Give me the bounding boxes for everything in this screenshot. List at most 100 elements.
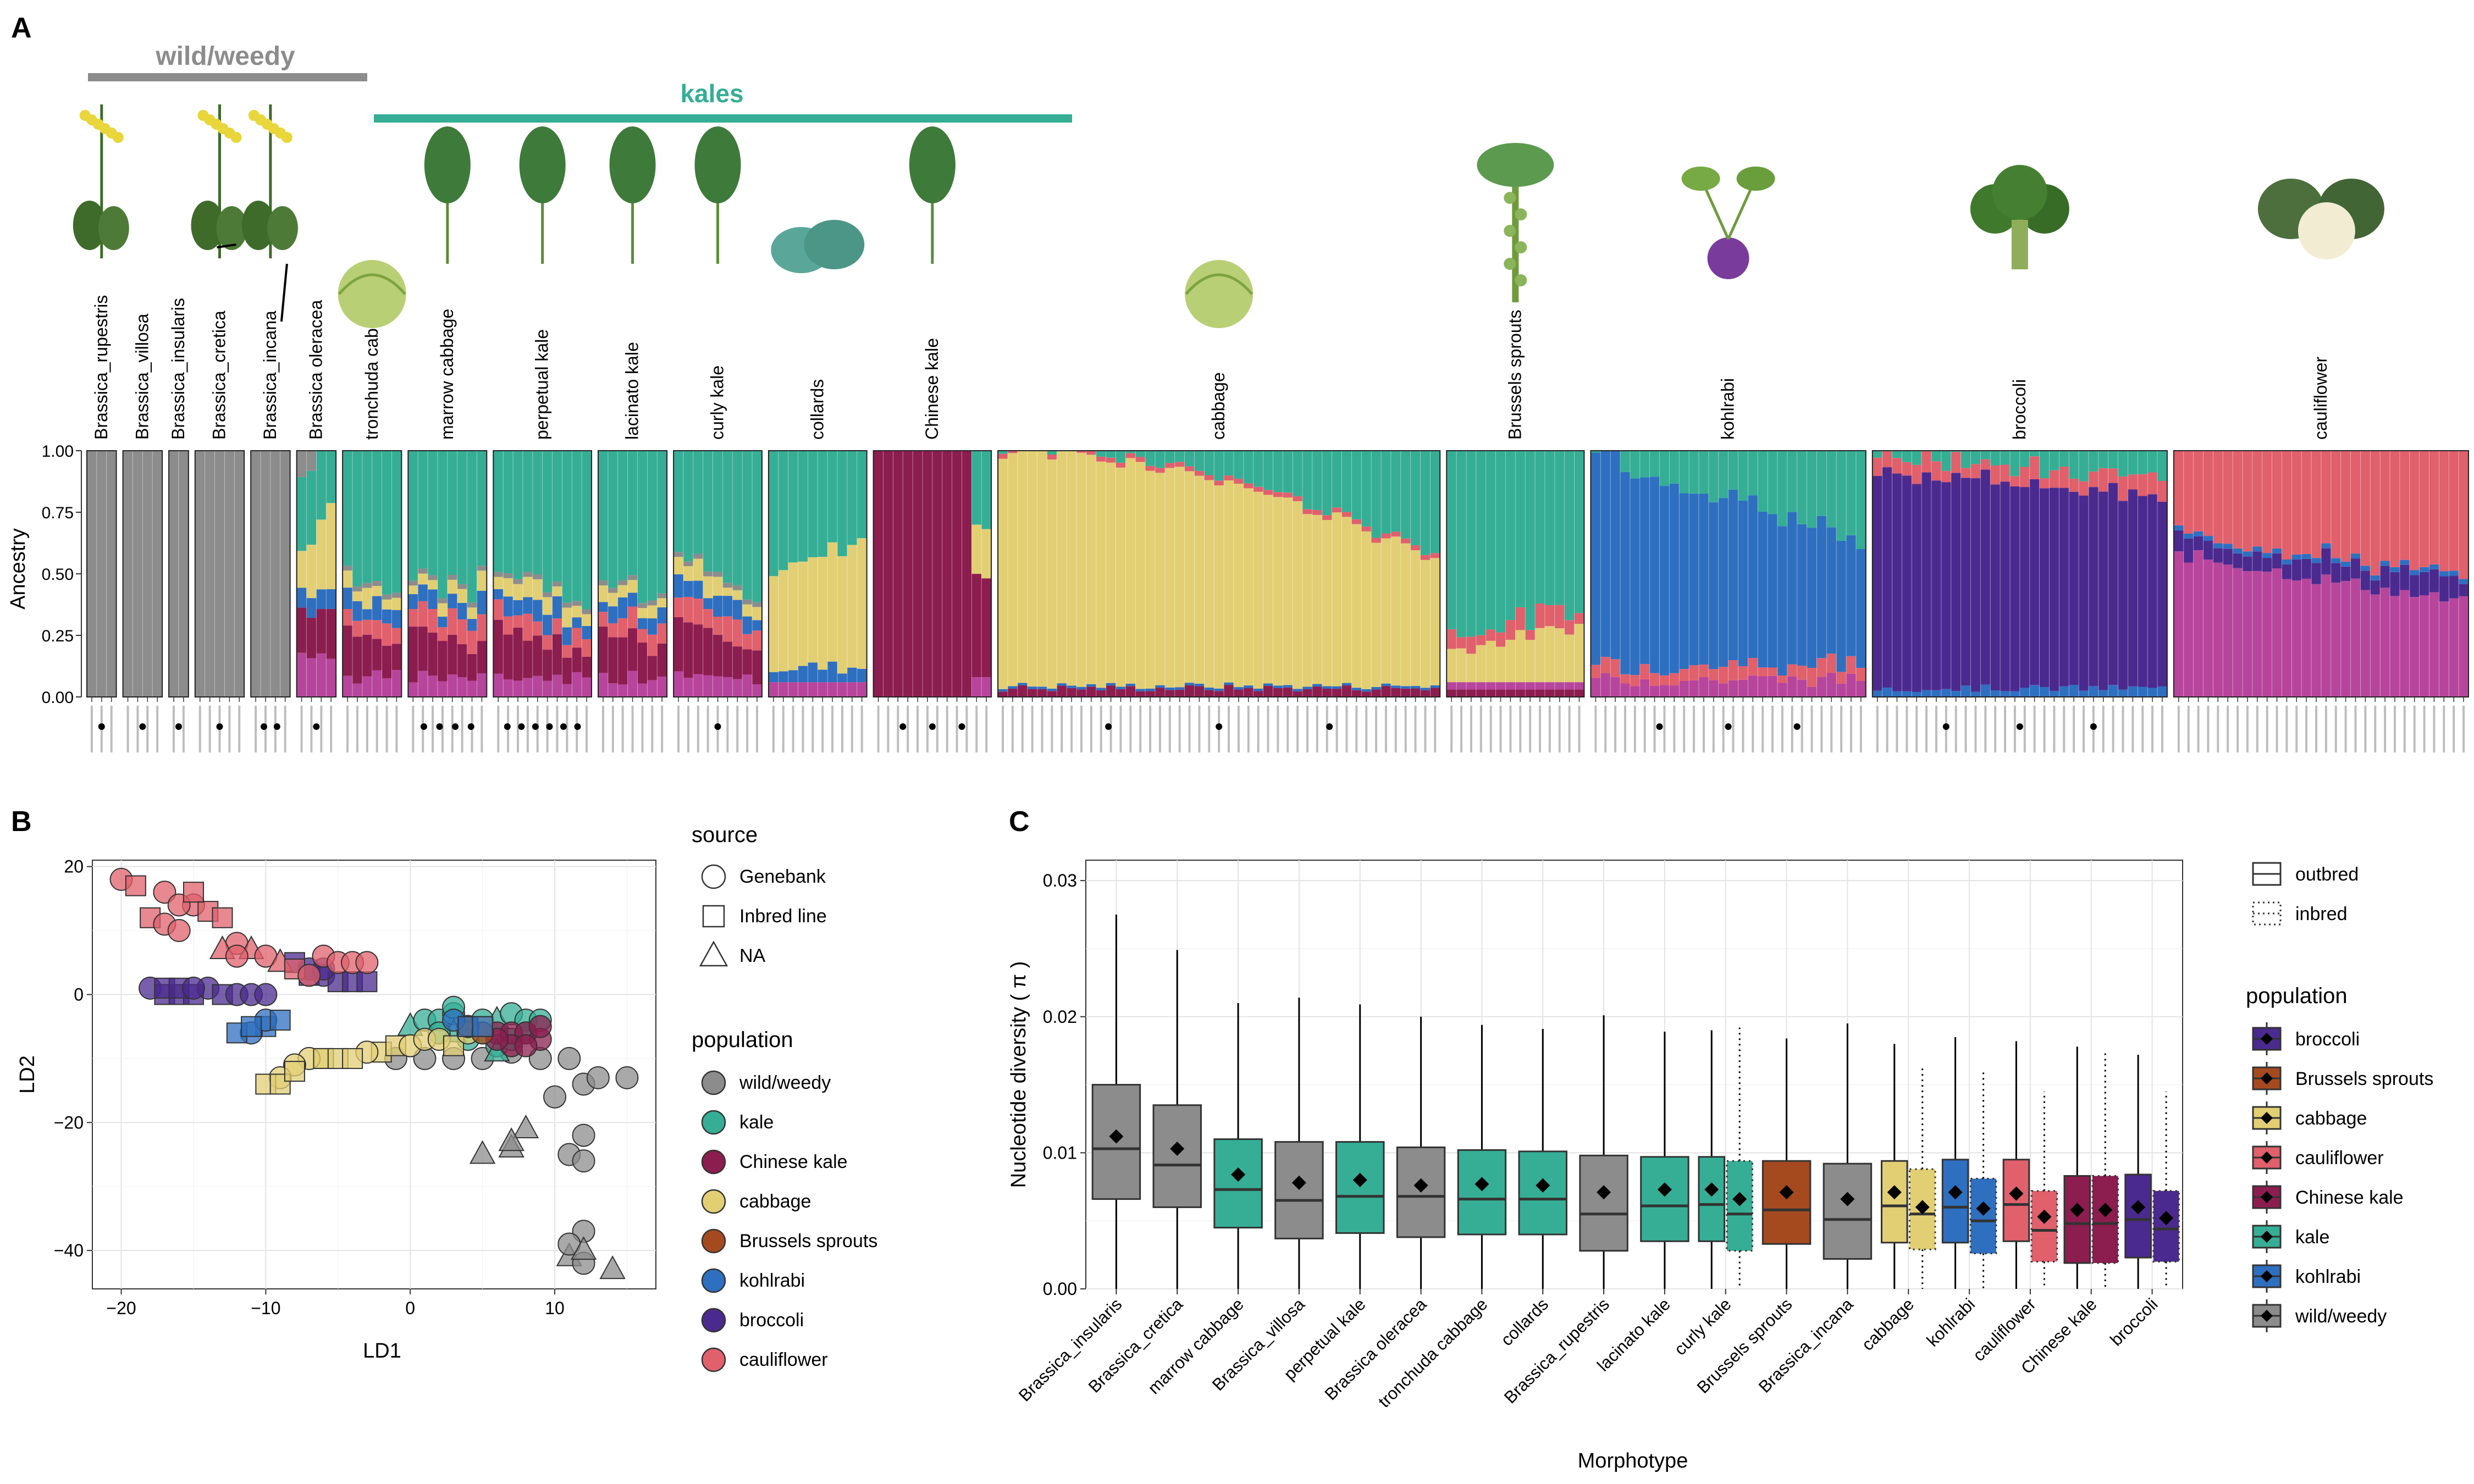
ancestry-bar-segment [2079,690,2089,697]
legend-swatch [2252,1101,2282,1134]
ancestry-bar-segment [562,627,572,645]
ancestry-bar-segment [722,583,733,588]
ancestry-bar-segment [1332,512,1343,686]
sample-id-label [2443,706,2445,752]
sample-id-label [1509,706,1512,752]
ancestry-bar-segment [1872,457,1883,476]
ancestry-group: cabbage [997,260,1441,752]
ancestry-bar-segment [673,552,684,557]
box-iqr [1880,1160,1908,1244]
ancestry-y-tick: 0.25 [42,627,74,645]
ancestry-bar-segment [1941,470,1952,483]
sample-id-label [238,706,241,752]
ancestry-bar-segment [2409,570,2420,575]
ancestry-bar-segment [627,451,638,575]
ancestry-bar-segment [352,683,363,697]
ancestry-bar-segment [2128,686,2138,697]
ancestry-bar-segment [2380,561,2390,566]
ancestry-bar-segment [2233,548,2243,553]
morphotype-label: Brassica oleracea [306,300,325,440]
morphotype-label: kohlrabi [1718,378,1738,440]
sample-id-label [2122,706,2124,752]
sample-id-label [621,706,624,752]
ancestry-bar-segment [1037,689,1048,697]
ancestry-group: Brassica_incana [241,104,298,752]
ancestry-bar-segment [1574,682,1585,690]
ancestry-bar-segment [1047,691,1057,697]
ancestry-bar-segment [1096,456,1107,462]
ancestry-bar-segment [608,593,618,607]
legend-swatch [701,1110,726,1135]
sample-id-label [1771,706,1774,752]
ancestry-bar-segment [408,627,418,683]
highlight-dot [452,723,459,730]
ancestry-bar-segment [2321,451,2332,544]
ancestry-bar-segment [1961,468,1972,478]
ancestry-bar-segment [513,451,523,579]
ancestry-bar-segment [1610,451,1621,660]
lda-point [586,1066,610,1089]
ancestry-bar-segment [1390,536,1401,686]
ancestry-bar-segment [1476,645,1487,683]
ancestry-bar-segment [1669,685,1680,697]
ancestry-bar-segment [1390,688,1401,697]
sample-id-label [2023,706,2026,752]
ancestry-bar-segment [542,614,553,635]
diversity-box [1880,1044,1908,1289]
ancestry-bar-segment [1446,689,1457,697]
sample-id-label [1791,706,1793,752]
sample-id-label [2344,706,2347,752]
ancestry-bar-segment [1689,680,1699,697]
ancestry-group: curly kale [673,126,763,752]
ancestry-bar-segment [998,453,1008,459]
ancestry-bar-segment [1846,451,1857,535]
ancestry-bar-segment [280,451,291,697]
ancestry-bar-segment [2213,548,2223,563]
sample-id-label [1345,706,1348,752]
ancestry-bar-segment [1361,526,1372,531]
ancestry-bar-segment [693,558,704,581]
sample-id-label [2073,706,2075,752]
ancestry-bar-segment [1591,678,1601,697]
ancestry-bar-segment [1341,517,1352,683]
box-mean-marker [1976,1201,1991,1216]
ancestry-bar-segment [837,673,848,683]
ancestry-bar-segment [382,609,393,624]
ancestry-bar-segment [1076,686,1087,690]
sample-id-label [1002,706,1004,752]
ancestry-bar-segment [532,675,543,697]
ancestry-bar-segment [391,610,402,628]
ancestry-bar-segment [2419,595,2430,697]
highlight-dot [1725,723,1732,730]
sample-id-label [1375,706,1378,752]
ancestry-bar-segment [2419,567,2430,572]
sample-id-label [1702,706,1705,752]
sample-id-label [1394,706,1397,752]
sample-id-label [586,706,588,752]
box-iqr [2091,1175,2119,1264]
ancestry-bar-segment [1669,673,1680,686]
highlight-dot [1656,723,1663,730]
sample-id-label [441,706,444,752]
diversity-box [1518,1029,1567,1289]
box-mean-marker [1915,1200,1930,1215]
sample-id-label [2053,706,2056,752]
ancestry-bar-segment [1224,685,1234,697]
ancestry-bar-segment [752,451,763,602]
ancestry-bar-segment [2108,451,2119,469]
ancestry-bar-segment [1892,691,1902,697]
ancestry-bar-segment [608,637,618,684]
ancestry-bar-segment [1718,667,1729,684]
wild-plant-icon [191,104,247,258]
sample-id-label [782,706,785,752]
ancestry-bar-segment [1787,512,1798,665]
ancestry-bar-segment [447,634,458,675]
ancestry-bar-segment [2000,691,2011,697]
ancestry-bar-segment [1826,451,1837,528]
ancestry-bar-segment [1951,451,1962,452]
ancestry-bar-segment [1322,686,1333,689]
ancestry-bar-segment [1174,462,1185,467]
sample-id-label [1732,706,1735,752]
